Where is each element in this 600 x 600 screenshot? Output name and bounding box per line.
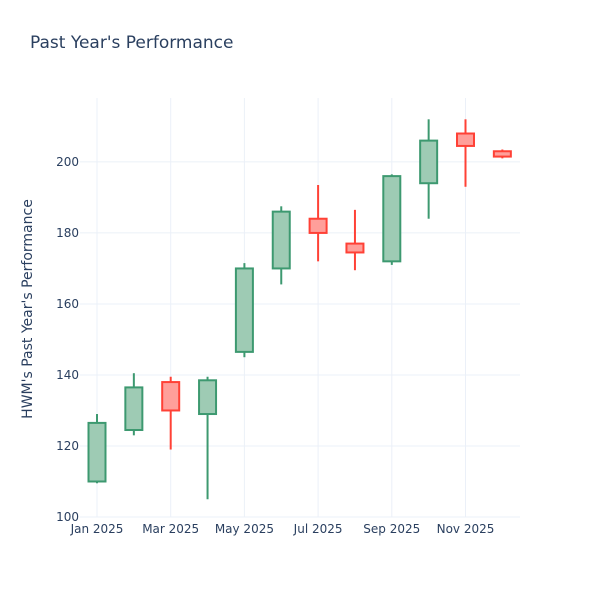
candle-body: [161, 381, 181, 412]
y-tick-label: 200: [56, 155, 79, 169]
candle: [419, 119, 439, 219]
grid-layer: [80, 98, 520, 518]
candle-body: [382, 175, 402, 263]
candle-body: [419, 139, 439, 185]
candle: [345, 209, 365, 271]
candle-body: [456, 132, 475, 147]
candle: [234, 263, 254, 358]
chart-title: Past Year's Performance: [30, 33, 234, 53]
y-axis-title: HWM's Past Year's Performance: [20, 199, 36, 419]
candle: [198, 376, 218, 500]
candle-body: [234, 267, 254, 353]
y-tick-label: 180: [56, 226, 79, 240]
x-tick-label: Jul 2025: [293, 522, 343, 536]
candle: [87, 414, 107, 484]
x-tick-label: Mar 2025: [142, 522, 199, 536]
candle: [271, 206, 291, 285]
axis-layer: 100 120 140 160 180 200 Jan 2025 Mar 2025 May 20…: [56, 155, 494, 536]
candle: [456, 119, 475, 187]
candle-body: [492, 150, 512, 158]
x-tick-label: Sep 2025: [363, 522, 420, 536]
candle-body: [271, 210, 291, 270]
candle-body: [308, 217, 328, 234]
candle: [492, 149, 512, 159]
candle: [161, 376, 181, 450]
candle: [308, 184, 328, 262]
candle: [382, 174, 402, 265]
candle: [124, 373, 144, 436]
x-tick-label: Nov 2025: [437, 522, 495, 536]
y-tick-label: 100: [56, 510, 79, 524]
y-tick-label: 160: [56, 297, 79, 311]
candle-body: [124, 386, 144, 432]
candle-layer: [87, 119, 512, 500]
x-tick-label: May 2025: [215, 522, 274, 536]
candle-body: [345, 242, 365, 254]
candle-body: [198, 379, 218, 416]
y-tick-label: 120: [56, 439, 79, 453]
candle-body: [87, 421, 107, 483]
x-tick-label: Jan 2025: [70, 522, 124, 536]
y-tick-label: 140: [56, 368, 79, 382]
